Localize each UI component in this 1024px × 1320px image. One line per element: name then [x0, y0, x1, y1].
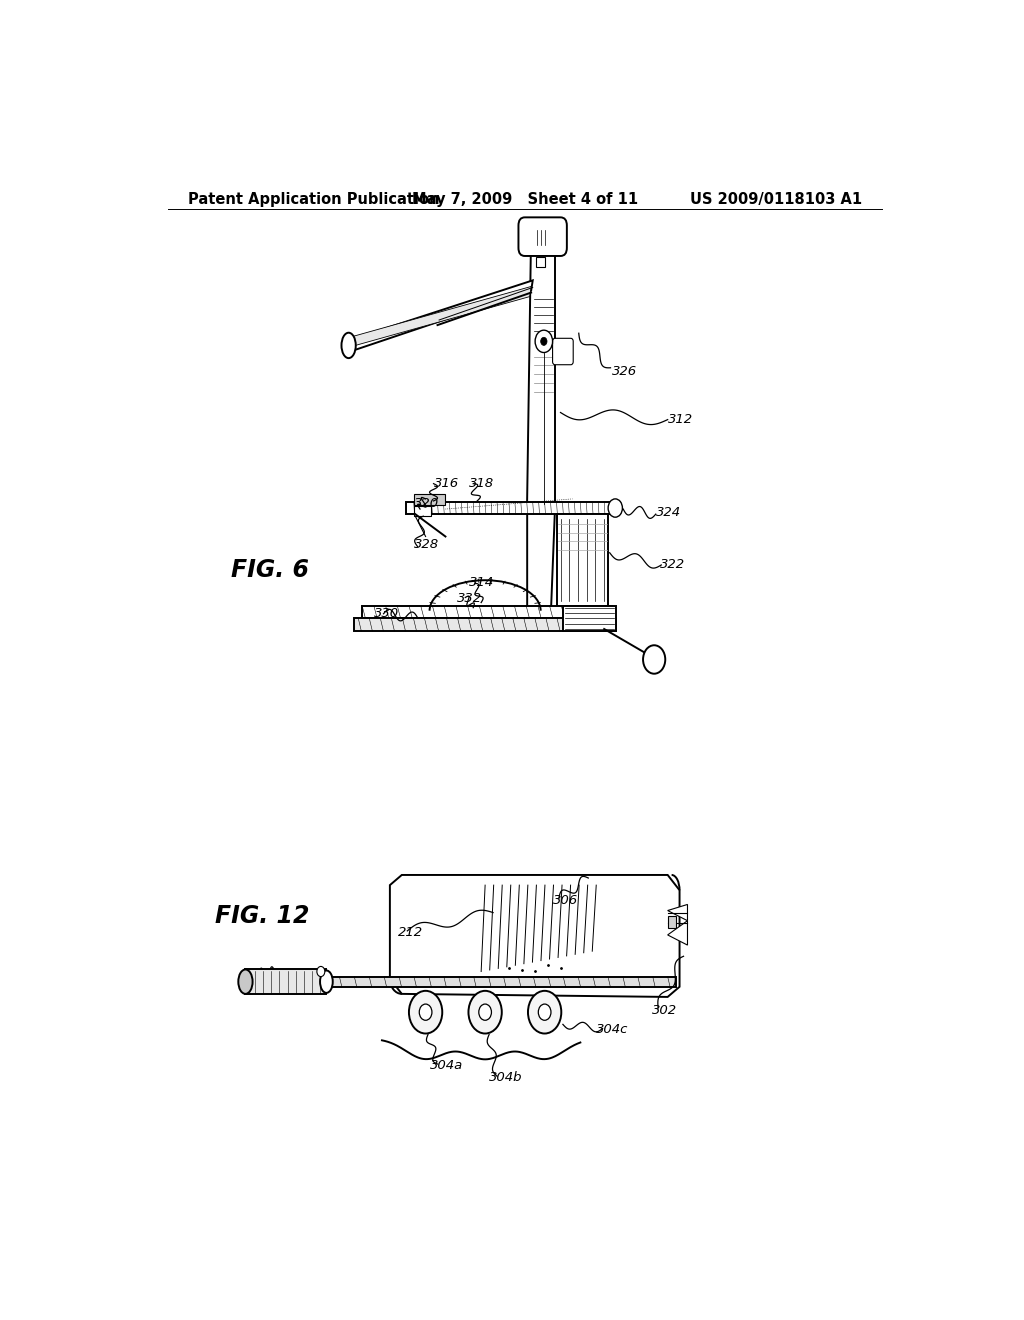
- Polygon shape: [354, 618, 616, 631]
- Text: 322: 322: [659, 558, 685, 572]
- Text: 14: 14: [251, 968, 267, 981]
- Text: 304b: 304b: [489, 1071, 522, 1084]
- FancyBboxPatch shape: [553, 338, 573, 364]
- Polygon shape: [668, 921, 687, 945]
- Polygon shape: [414, 494, 445, 506]
- Polygon shape: [414, 506, 431, 516]
- FancyBboxPatch shape: [518, 218, 567, 256]
- Text: May 7, 2009   Sheet 4 of 11: May 7, 2009 Sheet 4 of 11: [412, 191, 638, 206]
- FancyBboxPatch shape: [536, 257, 546, 267]
- Circle shape: [539, 1005, 551, 1020]
- Circle shape: [409, 991, 442, 1034]
- Polygon shape: [557, 515, 608, 606]
- Text: 318: 318: [469, 477, 495, 490]
- Text: FIG. 12: FIG. 12: [215, 904, 310, 928]
- Polygon shape: [350, 280, 532, 351]
- Circle shape: [468, 991, 502, 1034]
- Circle shape: [536, 330, 553, 352]
- Text: US 2009/0118103 A1: US 2009/0118103 A1: [690, 191, 862, 206]
- Text: 324: 324: [655, 506, 681, 519]
- Circle shape: [419, 1005, 432, 1020]
- Text: 312: 312: [668, 413, 693, 426]
- Polygon shape: [287, 977, 676, 987]
- Text: 320: 320: [414, 498, 439, 511]
- Polygon shape: [362, 606, 612, 618]
- Circle shape: [541, 338, 547, 346]
- Text: 302: 302: [652, 1003, 677, 1016]
- Text: FIG. 6: FIG. 6: [231, 558, 309, 582]
- Polygon shape: [563, 606, 616, 631]
- Text: 330: 330: [374, 607, 399, 620]
- Ellipse shape: [341, 333, 355, 358]
- Polygon shape: [668, 904, 687, 921]
- Polygon shape: [527, 510, 555, 611]
- Text: 304c: 304c: [596, 1023, 629, 1036]
- Polygon shape: [246, 969, 327, 994]
- Circle shape: [316, 966, 325, 977]
- Ellipse shape: [321, 970, 333, 993]
- FancyBboxPatch shape: [669, 916, 677, 928]
- Text: 212: 212: [397, 927, 423, 940]
- Text: 316: 316: [433, 477, 459, 490]
- Polygon shape: [527, 240, 555, 510]
- Text: 326: 326: [612, 366, 637, 379]
- Polygon shape: [406, 502, 620, 515]
- Polygon shape: [390, 875, 680, 997]
- Text: 306: 306: [553, 894, 578, 907]
- Text: 328: 328: [414, 539, 439, 552]
- Text: 304a: 304a: [430, 1059, 463, 1072]
- Circle shape: [479, 1005, 492, 1020]
- Text: Patent Application Publication: Patent Application Publication: [187, 191, 439, 206]
- Polygon shape: [352, 286, 531, 346]
- Circle shape: [528, 991, 561, 1034]
- Circle shape: [643, 645, 666, 673]
- Ellipse shape: [239, 969, 253, 994]
- Text: 314: 314: [469, 576, 495, 589]
- Text: 332: 332: [458, 591, 482, 605]
- Circle shape: [608, 499, 623, 517]
